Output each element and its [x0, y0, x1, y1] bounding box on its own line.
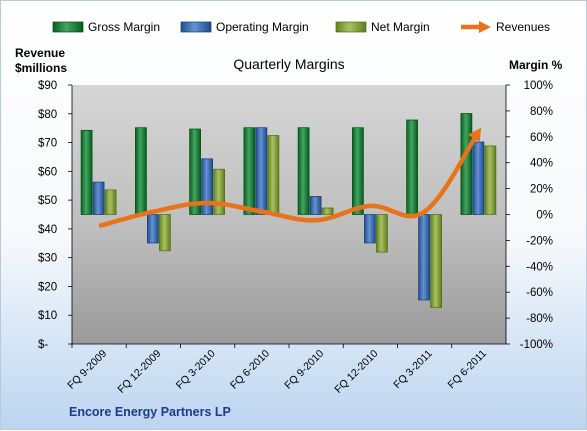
category-label: FQ 9-2010 — [282, 348, 326, 392]
bar-operating-margin-0 — [92, 181, 105, 215]
chart-title: Quarterly Margins — [233, 56, 344, 72]
right-tick-label: 20% — [530, 184, 553, 196]
right-tick-label: -60% — [526, 287, 553, 299]
category-label: FQ 3-2010 — [174, 348, 218, 392]
bar-net-margin-7 — [484, 145, 497, 215]
legend-swatch-gross-margin — [52, 21, 84, 33]
bar-net-margin-2 — [213, 168, 225, 215]
left-axis-title-line2: $millions — [15, 61, 67, 75]
company-label: Encore Energy Partners LP — [69, 405, 231, 419]
legend-label: Gross Margin — [88, 20, 160, 34]
left-tick-label: $60 — [38, 166, 57, 178]
left-tick-label: $70 — [38, 138, 57, 150]
legend-label: Net Margin — [371, 20, 430, 34]
bar-operating-margin-3 — [255, 127, 268, 215]
category-label: FQ 3-2011 — [391, 348, 435, 392]
bar-operating-margin-7 — [472, 141, 485, 215]
category-label: FQ 12-2010 — [332, 348, 380, 396]
right-tick-label: -40% — [526, 261, 553, 273]
bar-gross-margin-0 — [80, 129, 93, 215]
bar-gross-margin-5 — [352, 127, 364, 215]
revenues-line — [98, 129, 481, 229]
legend-swatch-operating-margin — [180, 21, 212, 33]
left-tick-label: $30 — [38, 253, 57, 265]
bar-net-margin-5 — [376, 214, 388, 253]
left-tick-label: $10 — [38, 310, 57, 322]
legend-label: Revenues — [496, 20, 550, 34]
bar-net-margin-3 — [267, 135, 280, 215]
left-tick-label: $40 — [38, 224, 57, 236]
revenues-line-arrowhead — [468, 127, 482, 143]
left-tick-label: $90 — [38, 80, 57, 92]
bar-gross-margin-1 — [135, 127, 147, 215]
category-label: FQ 6-2010 — [228, 348, 272, 392]
bar-net-margin-1 — [159, 214, 171, 252]
bar-gross-margin-7 — [460, 113, 473, 215]
left-tick-label: $- — [38, 339, 48, 351]
category-label: FQ 9-2009 — [65, 348, 109, 392]
legend-label: Operating Margin — [216, 20, 309, 34]
bar-operating-margin-4 — [309, 196, 322, 215]
bar-net-margin-4 — [321, 207, 334, 215]
legend-swatch-revenues-arrow — [479, 21, 491, 33]
right-tick-label: 0% — [536, 210, 553, 222]
bar-net-margin-0 — [104, 189, 117, 215]
left-tick-label: $20 — [38, 281, 57, 293]
left-tick-label: $80 — [38, 109, 57, 121]
right-tick-label: 80% — [530, 106, 553, 118]
right-tick-label: 40% — [530, 158, 553, 170]
bar-net-margin-6 — [430, 214, 442, 309]
category-label: FQ 12-2009 — [115, 348, 163, 396]
left-axis-title-line1: Revenue — [15, 46, 65, 60]
bar-gross-margin-4 — [297, 127, 310, 215]
bar-operating-margin-5 — [364, 214, 376, 244]
bar-gross-margin-2 — [189, 128, 201, 215]
bar-gross-margin-3 — [243, 127, 256, 215]
legend-swatch-net-margin — [335, 21, 367, 33]
category-label: FQ 6-2011 — [446, 348, 490, 392]
right-tick-label: -20% — [526, 235, 553, 247]
right-tick-label: 60% — [530, 132, 553, 144]
left-tick-label: $50 — [38, 195, 57, 207]
bar-operating-margin-1 — [147, 214, 159, 244]
right-axis-title: Margin % — [509, 58, 563, 72]
right-tick-label: 100% — [524, 80, 553, 92]
bar-operating-margin-6 — [418, 214, 430, 301]
right-tick-label: -80% — [526, 313, 553, 325]
bar-gross-margin-6 — [406, 119, 418, 215]
bar-operating-margin-2 — [201, 158, 213, 215]
right-tick-label: -100% — [520, 339, 553, 351]
